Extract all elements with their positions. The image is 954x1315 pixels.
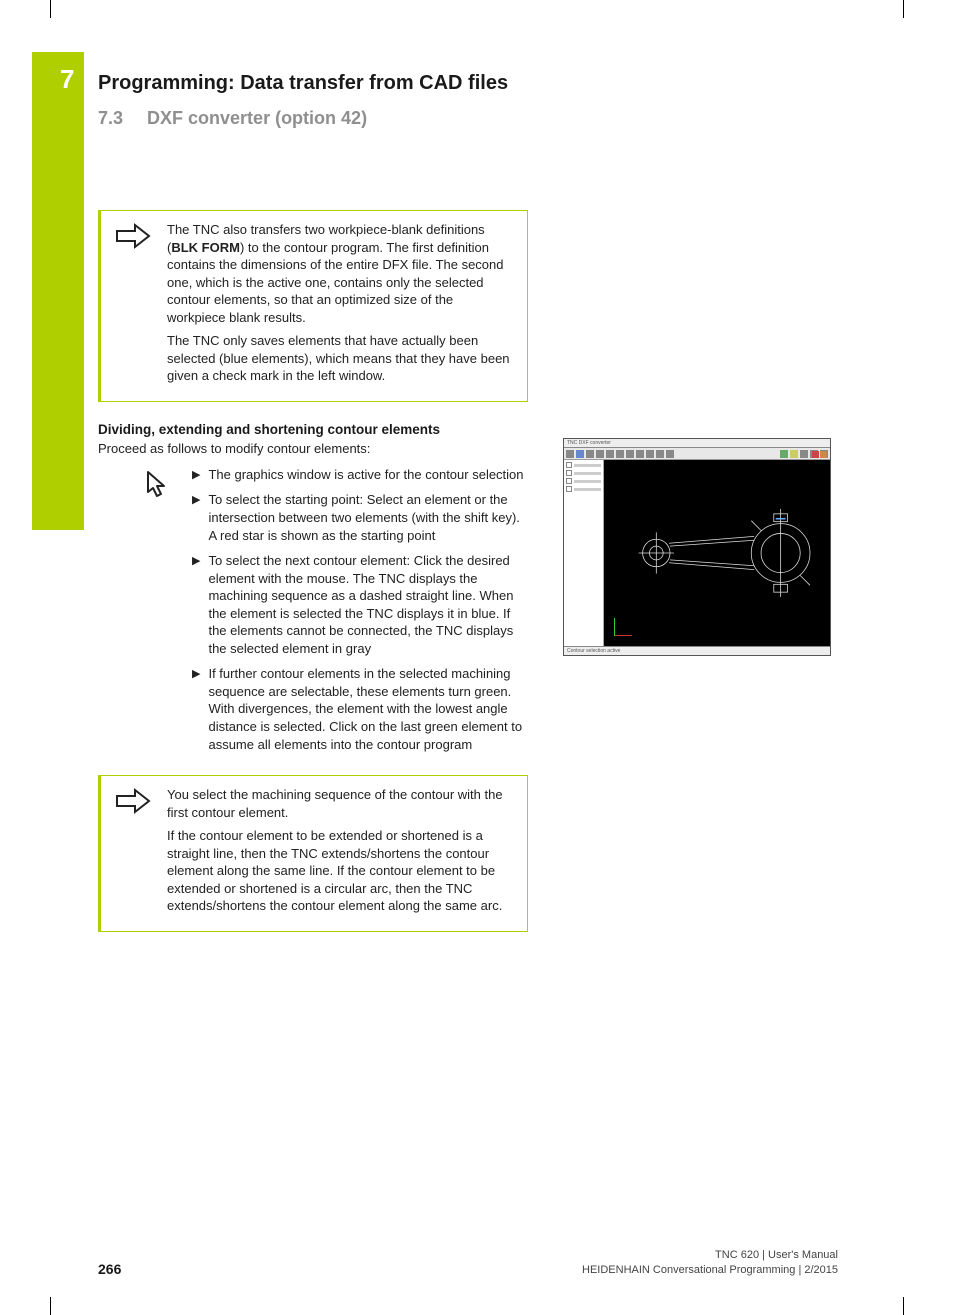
- list-item: ▶To select the starting point: Select an…: [192, 491, 528, 544]
- cad-viewport[interactable]: [604, 460, 830, 646]
- bullet-icon: ▶: [192, 665, 200, 753]
- axis-y-icon: [614, 618, 615, 636]
- toolbar-icon[interactable]: [576, 450, 584, 458]
- bullet-icon: ▶: [192, 552, 200, 657]
- sidebar-row[interactable]: [566, 470, 601, 476]
- chapter-title: Programming: Data transfer from CAD file…: [98, 72, 508, 95]
- list-item: ▶If further contour elements in the sele…: [192, 665, 528, 753]
- mouse-click-icon: [138, 466, 178, 761]
- toolbar: [564, 448, 830, 460]
- toolbar-icon[interactable]: [626, 450, 634, 458]
- bullet-icon: ▶: [192, 466, 200, 484]
- bullet-icon: ▶: [192, 491, 200, 544]
- list-item: ▶To select the next contour element: Cli…: [192, 552, 528, 657]
- chapter-number: 7: [60, 64, 74, 95]
- sidebar-row[interactable]: [566, 478, 601, 484]
- toolbar-icon[interactable]: [566, 450, 574, 458]
- toolbar-icon[interactable]: [586, 450, 594, 458]
- footer-line: HEIDENHAIN Conversational Programming | …: [582, 1263, 838, 1277]
- subheading: Dividing, extending and shortening conto…: [98, 422, 858, 437]
- note-paragraph: You select the machining sequence of the…: [167, 786, 515, 821]
- minimize-icon[interactable]: [820, 451, 827, 458]
- toolbar-icon[interactable]: [606, 450, 614, 458]
- toolbar-icon[interactable]: [646, 450, 654, 458]
- page-footer: 266 TNC 620 | User's Manual HEIDENHAIN C…: [98, 1248, 838, 1277]
- note-paragraph: The TNC only saves elements that have ac…: [167, 332, 515, 385]
- toolbar-icon[interactable]: [800, 450, 808, 458]
- note-box: The TNC also transfers two workpiece-bla…: [98, 210, 528, 402]
- axis-x-icon: [614, 635, 632, 636]
- status-bar: Contour selection active: [564, 646, 830, 655]
- toolbar-icon[interactable]: [616, 450, 624, 458]
- section-heading: 7.3 DXF converter (option 42): [98, 108, 367, 129]
- section-title: DXF converter (option 42): [147, 108, 367, 129]
- chapter-tab: [32, 52, 84, 530]
- window-controls: [812, 451, 827, 458]
- toolbar-icon[interactable]: [596, 450, 604, 458]
- toolbar-icon[interactable]: [656, 450, 664, 458]
- sidebar-panel: [564, 460, 604, 646]
- footer-line: TNC 620 | User's Manual: [582, 1248, 838, 1262]
- list-item: ▶The graphics window is active for the c…: [192, 466, 528, 484]
- arrow-right-icon: [113, 786, 153, 921]
- sidebar-row[interactable]: [566, 486, 601, 492]
- close-icon[interactable]: [812, 451, 819, 458]
- toolbar-icon[interactable]: [636, 450, 644, 458]
- toolbar-icon[interactable]: [790, 450, 798, 458]
- cad-screenshot: TNC DXF converter: [563, 438, 831, 656]
- sidebar-row[interactable]: [566, 462, 601, 468]
- toolbar-icon[interactable]: [780, 450, 788, 458]
- procedure-list: ▶The graphics window is active for the c…: [192, 466, 528, 761]
- note-paragraph: The TNC also transfers two workpiece-bla…: [167, 221, 515, 326]
- toolbar-icon[interactable]: [666, 450, 674, 458]
- note-paragraph: If the contour element to be extended or…: [167, 827, 515, 915]
- note-box: You select the machining sequence of the…: [98, 775, 528, 932]
- page-number: 266: [98, 1261, 121, 1277]
- arrow-right-icon: [113, 221, 153, 391]
- window-titlebar: TNC DXF converter: [564, 439, 830, 448]
- section-number: 7.3: [98, 108, 123, 129]
